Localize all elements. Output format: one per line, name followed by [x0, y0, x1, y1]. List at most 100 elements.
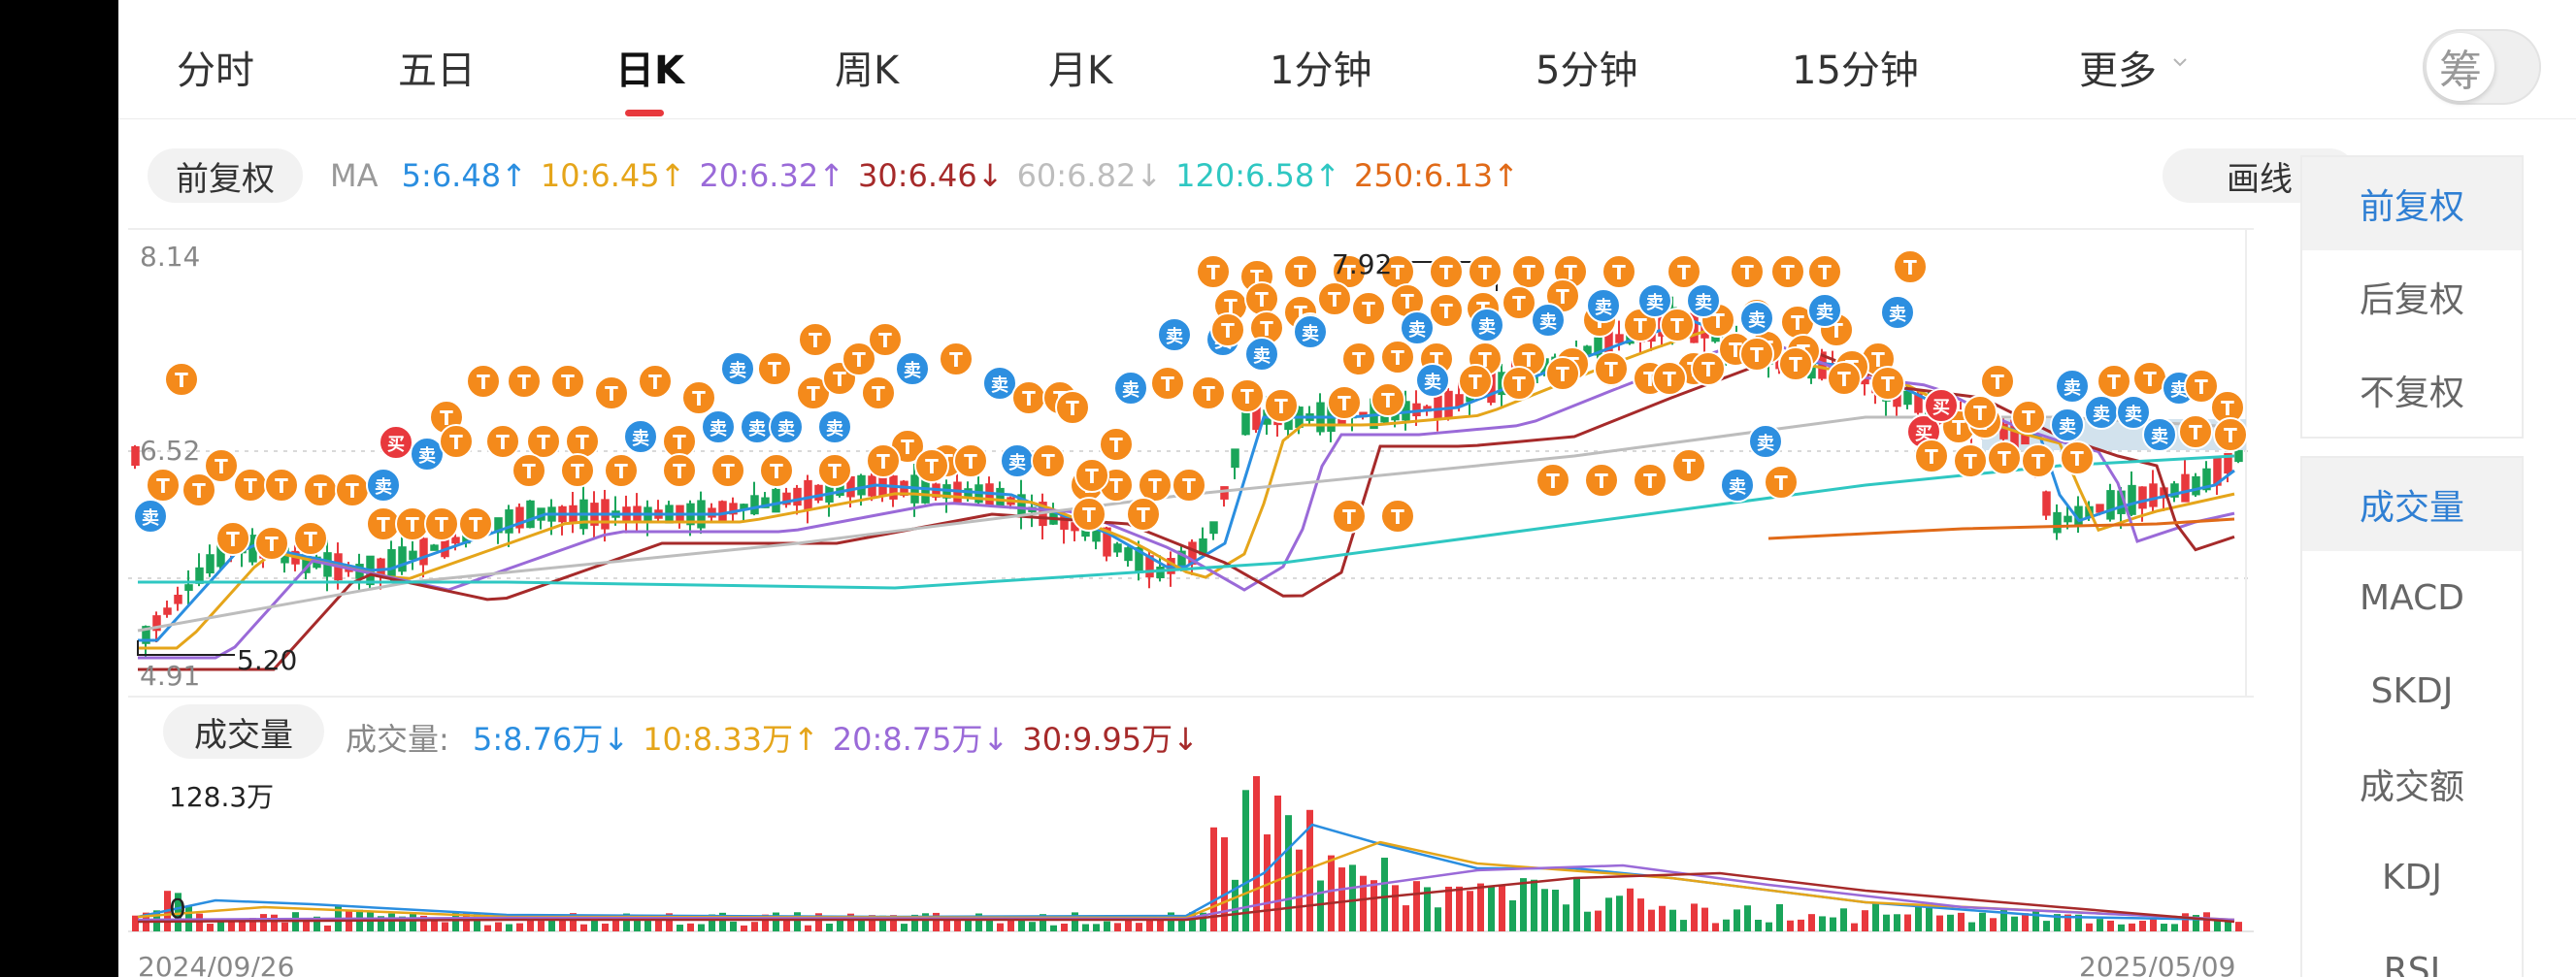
trade-marker-2[interactable]: T: [146, 468, 181, 503]
sell-marker-159[interactable]: 卖: [1748, 424, 1783, 459]
trade-marker-154[interactable]: T: [1380, 499, 1415, 534]
trade-marker-87[interactable]: T: [1893, 249, 1928, 284]
trade-marker-150[interactable]: T: [1827, 361, 1862, 396]
option-group1-1[interactable]: 后复权: [2359, 280, 2464, 320]
option-group2-3[interactable]: 成交额: [2359, 767, 2464, 807]
trade-marker-151[interactable]: T: [1074, 458, 1109, 493]
trade-marker-29[interactable]: T: [565, 424, 600, 459]
sell-marker-34[interactable]: 卖: [769, 409, 804, 444]
trade-marker-4[interactable]: T: [204, 448, 239, 483]
sell-marker-130[interactable]: 卖: [1686, 283, 1721, 318]
trade-marker-26[interactable]: T: [439, 424, 474, 459]
trade-marker-78[interactable]: T: [1429, 254, 1464, 289]
trade-marker-91[interactable]: T: [1317, 281, 1352, 316]
buy-marker-16[interactable]: 买: [379, 425, 413, 460]
option-group1-2[interactable]: 不复权: [2359, 374, 2464, 413]
sell-marker-30[interactable]: 卖: [623, 419, 658, 454]
chip-distribution-toggle[interactable]: 筹: [2423, 29, 2541, 105]
trade-marker-142[interactable]: T: [1458, 364, 1493, 399]
trade-marker-84[interactable]: T: [1730, 254, 1765, 289]
trade-marker-186[interactable]: T: [2021, 443, 2056, 478]
trade-marker-63[interactable]: T: [1031, 443, 1066, 478]
sell-marker-134[interactable]: 卖: [1113, 371, 1148, 406]
trade-marker-122[interactable]: T: [1870, 366, 1905, 401]
sell-marker-33[interactable]: 卖: [740, 409, 775, 444]
trade-marker-70[interactable]: T: [1126, 497, 1161, 532]
trade-marker-24[interactable]: T: [681, 380, 716, 415]
trade-marker-57[interactable]: T: [710, 453, 745, 488]
sell-marker-32[interactable]: 卖: [701, 409, 736, 444]
tab-8[interactable]: 更多: [2079, 49, 2157, 93]
trade-marker-14[interactable]: T: [254, 526, 289, 561]
trade-marker-137[interactable]: T: [1230, 378, 1265, 413]
chevron-down-icon[interactable]: [2172, 54, 2188, 70]
trade-marker-94[interactable]: T: [1429, 293, 1464, 328]
sell-marker-126[interactable]: 卖: [1470, 308, 1504, 342]
sell-marker-124[interactable]: 卖: [1293, 314, 1328, 349]
trade-marker-0[interactable]: T: [164, 362, 199, 397]
trade-marker-6[interactable]: T: [264, 468, 299, 503]
trade-marker-69[interactable]: T: [1072, 497, 1106, 532]
trade-marker-149[interactable]: T: [1778, 346, 1813, 381]
trade-marker-165[interactable]: T: [2011, 400, 2046, 435]
sell-marker-128[interactable]: 卖: [1586, 288, 1621, 323]
trade-marker-184[interactable]: T: [1953, 443, 1988, 478]
trade-marker-31[interactable]: T: [662, 424, 697, 459]
sell-marker-39[interactable]: 卖: [895, 351, 930, 386]
trade-marker-59[interactable]: T: [817, 453, 852, 488]
tab-2[interactable]: 日K: [615, 49, 684, 93]
trade-marker-135[interactable]: T: [1150, 366, 1185, 401]
trade-marker-147[interactable]: T: [1691, 351, 1726, 386]
trade-marker-42[interactable]: T: [798, 322, 833, 357]
trade-marker-145[interactable]: T: [1594, 351, 1629, 386]
trade-marker-178[interactable]: T: [2213, 417, 2248, 452]
option-group2-2[interactable]: SKDJ: [2370, 670, 2454, 711]
trade-marker-22[interactable]: T: [594, 375, 629, 410]
trade-marker-52[interactable]: T: [953, 443, 988, 478]
trade-marker-107[interactable]: T: [1249, 310, 1284, 345]
trade-marker-12[interactable]: T: [458, 506, 493, 541]
trade-marker-28[interactable]: T: [526, 424, 561, 459]
trade-marker-106[interactable]: T: [1210, 312, 1245, 347]
sell-marker-35[interactable]: 卖: [817, 409, 852, 444]
trade-marker-144[interactable]: T: [1545, 356, 1580, 391]
trade-marker-58[interactable]: T: [759, 453, 794, 488]
sell-marker-176[interactable]: 卖: [2142, 417, 2177, 452]
trade-marker-3[interactable]: T: [182, 472, 216, 507]
sell-marker-175[interactable]: 卖: [2116, 395, 2151, 430]
kline-chart[interactable]: T卖T TTT T T TT T T TT T T买卖TT T T T TT卖T T T T 卖 T卖卖卖卖TTT卖…: [118, 118, 2263, 977]
trade-marker-73[interactable]: T: [1196, 254, 1231, 289]
trade-marker-43[interactable]: T: [842, 342, 876, 376]
trade-marker-152[interactable]: T: [1172, 468, 1206, 503]
sell-marker-166[interactable]: 卖: [2050, 407, 2085, 442]
trade-marker-27[interactable]: T: [485, 424, 520, 459]
trade-marker-47[interactable]: T: [1011, 380, 1046, 415]
trade-marker-75[interactable]: T: [1283, 254, 1318, 289]
sell-marker-131[interactable]: 卖: [1739, 301, 1774, 336]
trade-marker-139[interactable]: T: [1327, 385, 1362, 420]
tab-0[interactable]: 分时: [177, 49, 254, 93]
trade-marker-183[interactable]: T: [1914, 439, 1949, 473]
option-group2-1[interactable]: MACD: [2360, 577, 2464, 618]
trade-marker-86[interactable]: T: [1807, 254, 1842, 289]
trade-marker-146[interactable]: T: [1652, 361, 1687, 396]
sell-marker-25[interactable]: 卖: [366, 468, 401, 503]
trade-marker-173[interactable]: T: [2184, 369, 2219, 404]
tab-6[interactable]: 5分钟: [1536, 49, 1638, 93]
trade-marker-77[interactable]: T: [1380, 254, 1415, 289]
trade-marker-82[interactable]: T: [1602, 254, 1636, 289]
trade-marker-83[interactable]: T: [1667, 254, 1701, 289]
trade-marker-143[interactable]: T: [1502, 366, 1536, 401]
trade-marker-11[interactable]: T: [424, 506, 459, 541]
trade-marker-56[interactable]: T: [662, 453, 697, 488]
trade-marker-44[interactable]: T: [868, 322, 903, 357]
trade-marker-138[interactable]: T: [1264, 388, 1299, 423]
trade-marker-89[interactable]: T: [1244, 281, 1279, 316]
option-group2-4[interactable]: KDJ: [2382, 857, 2442, 897]
trade-marker-100[interactable]: T: [1660, 308, 1695, 342]
tab-7[interactable]: 15分钟: [1792, 49, 1919, 93]
trade-marker-20[interactable]: T: [507, 364, 542, 399]
trade-marker-13[interactable]: T: [215, 521, 250, 556]
tab-3[interactable]: 周K: [835, 49, 900, 93]
trade-marker-45[interactable]: T: [939, 342, 974, 376]
